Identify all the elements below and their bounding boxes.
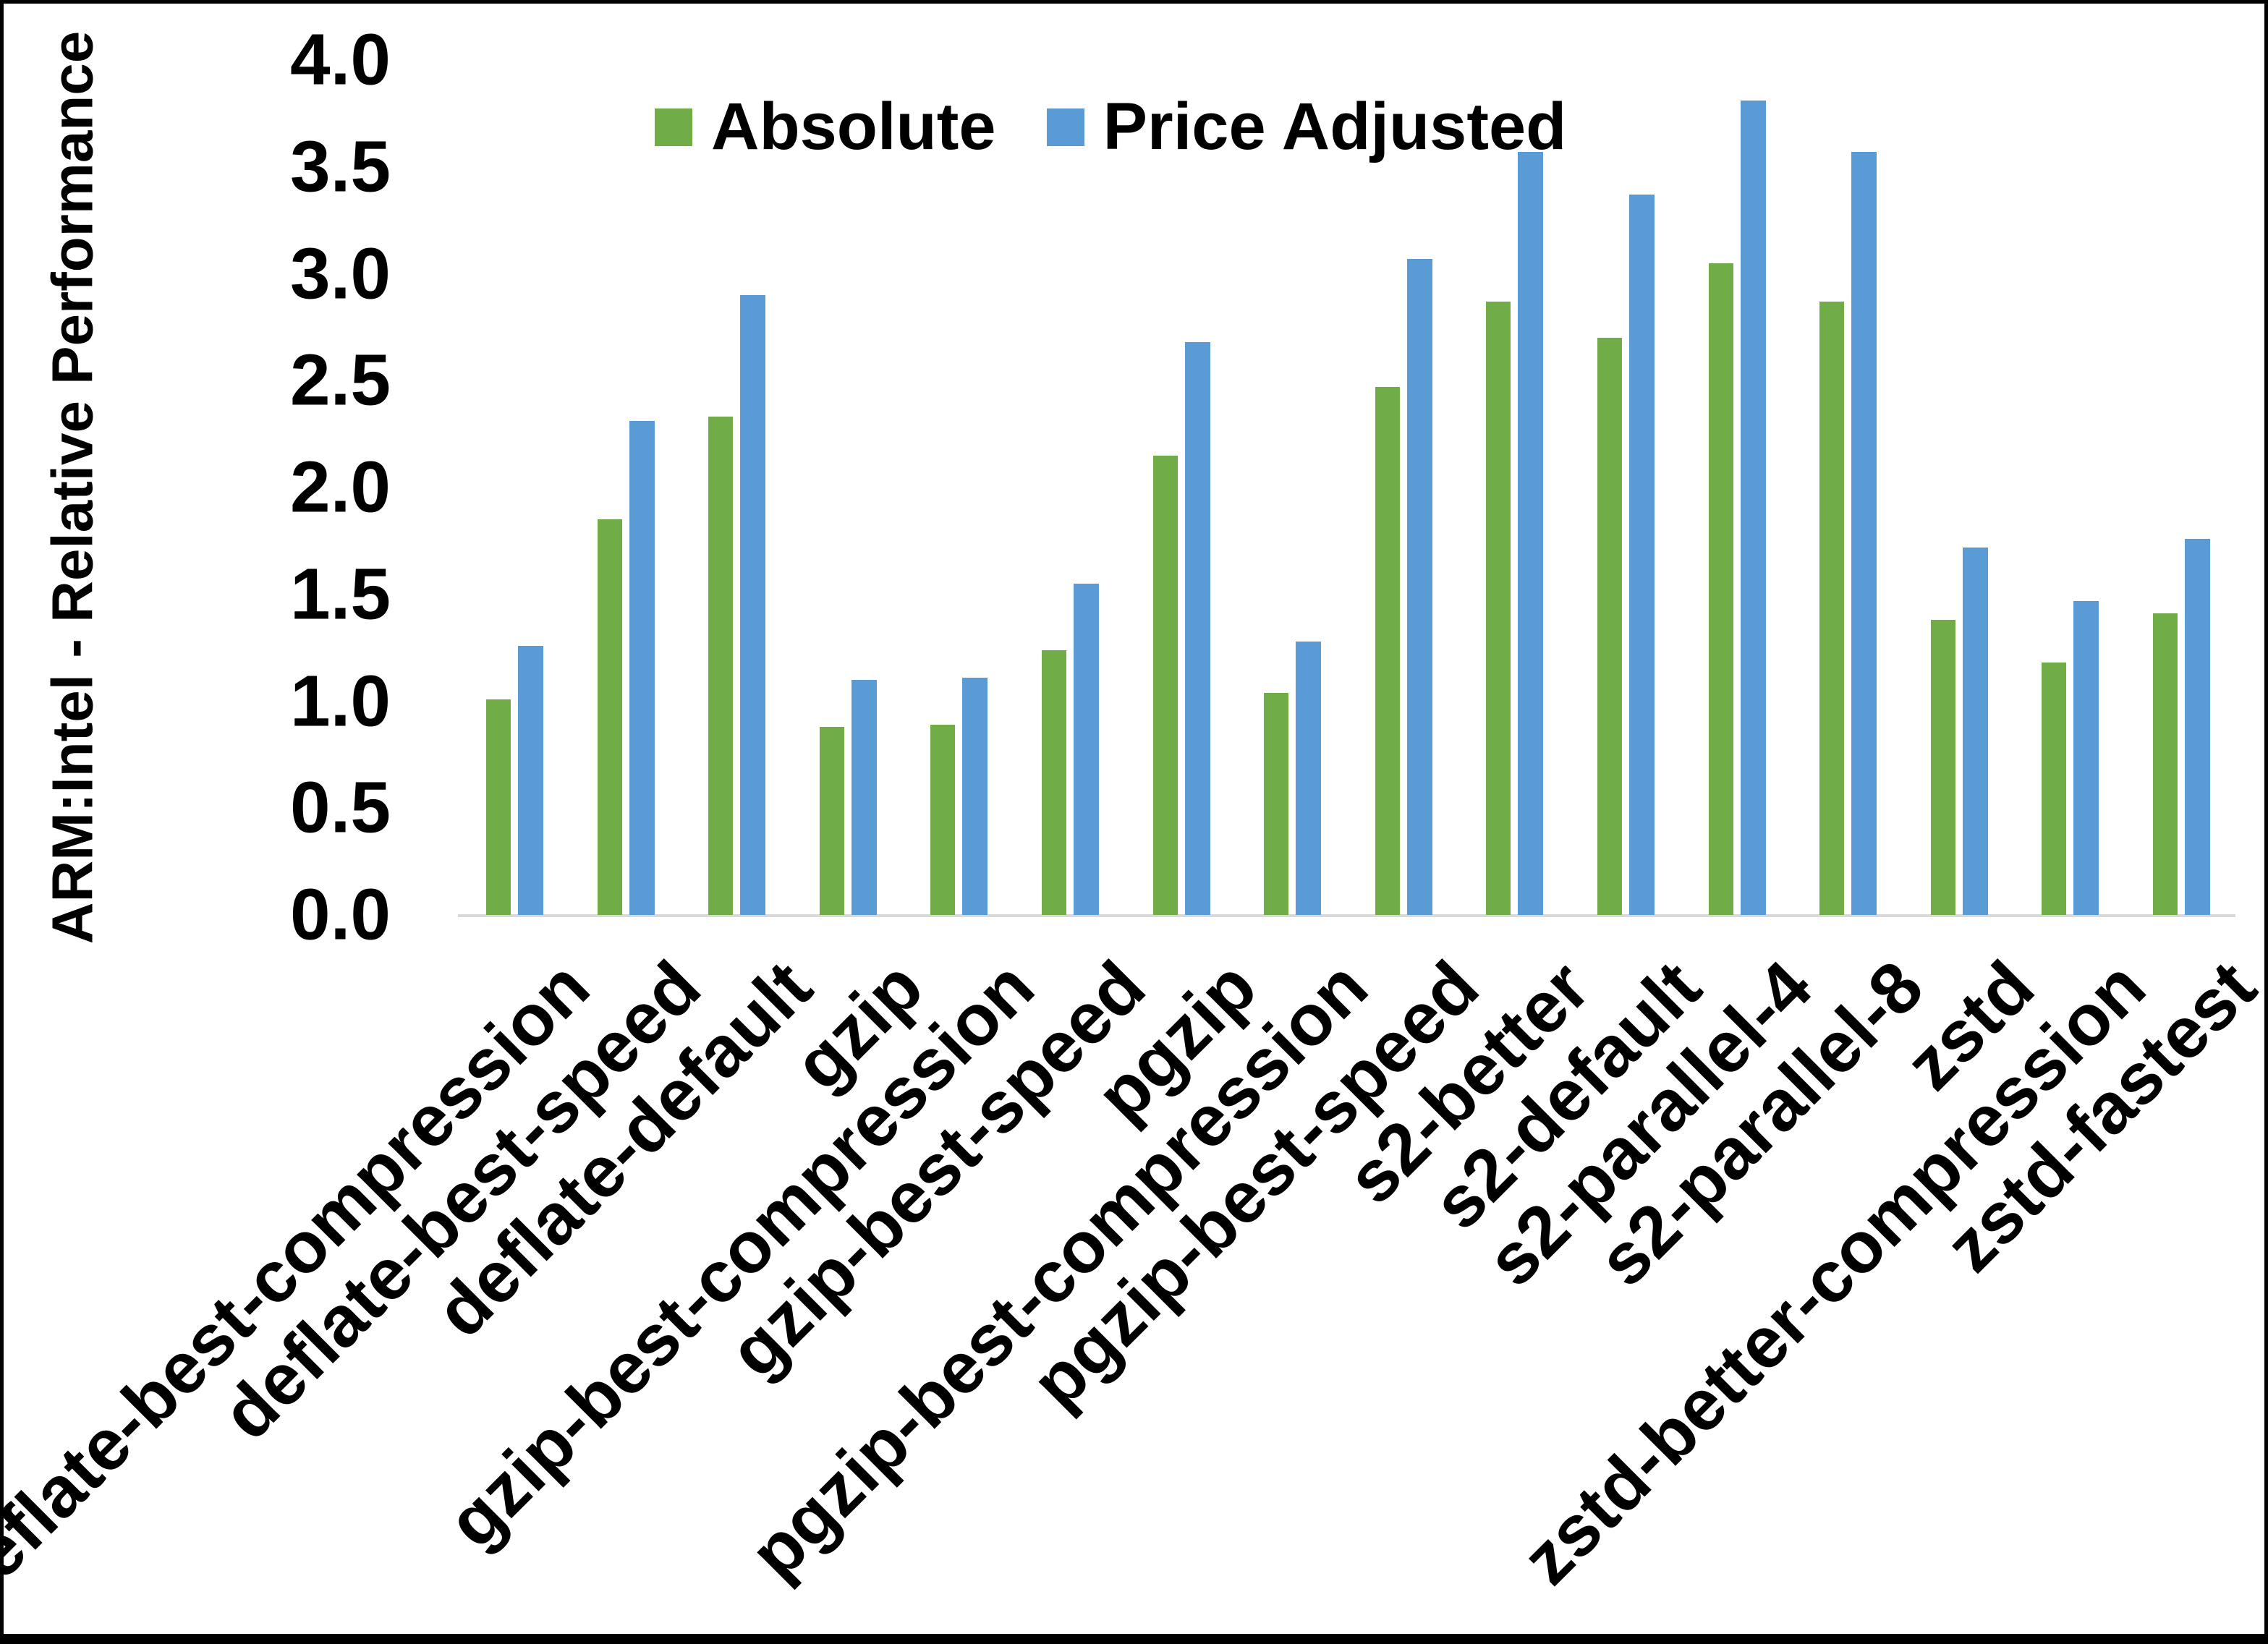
y-axis-title: ARM:Intel - Relative Performance <box>25 31 119 945</box>
y-tick-label-1.5: 1.5 <box>289 553 391 635</box>
bar-pgzip-absolute <box>1152 455 1178 915</box>
legend: Absolute Price Adjusted <box>655 89 1566 165</box>
bar-s2-default-absolute <box>1597 338 1622 915</box>
bar-zstd-fastest-absolute <box>2153 613 2178 915</box>
y-axis-title-text: ARM:Intel - Relative Performance <box>40 30 105 945</box>
bar-gzip-absolute <box>819 726 844 915</box>
bar-deflate-best-compression-absolute <box>486 699 511 915</box>
bar-deflate-best-speed-price-adjusted <box>629 421 655 915</box>
bar-zstd-absolute <box>1930 620 1955 915</box>
bar-gzip-best-speed-price-adjusted <box>1074 583 1099 915</box>
bar-deflate-best-speed-absolute <box>597 519 622 915</box>
bar-deflate-default-price-adjusted <box>740 295 766 915</box>
bar-s2-better-price-adjusted <box>1518 152 1544 915</box>
bar-pgzip-price-adjusted <box>1184 342 1210 915</box>
bar-s2-parallel-4-absolute <box>1708 263 1733 915</box>
y-tick-label-3.5: 3.5 <box>289 126 391 208</box>
legend-item-price-adjusted: Price Adjusted <box>1046 89 1567 165</box>
bar-gzip-price-adjusted <box>851 679 877 915</box>
bar-gzip-best-compression-price-adjusted <box>962 677 988 915</box>
bar-s2-parallel-8-absolute <box>1819 301 1845 915</box>
legend-swatch-price-adjusted <box>1046 108 1084 146</box>
bar-s2-parallel-8-price-adjusted <box>1851 152 1877 915</box>
bar-zstd-fastest-price-adjusted <box>2185 538 2210 915</box>
legend-label-price-adjusted: Price Adjusted <box>1103 90 1567 163</box>
bar-pgzip-best-speed-price-adjusted <box>1406 258 1432 915</box>
bar-pgzip-best-compression-price-adjusted <box>1296 641 1322 915</box>
bar-zstd-better-compression-absolute <box>2042 663 2067 915</box>
bar-zstd-price-adjusted <box>1962 547 1988 915</box>
y-tick-label-2.5: 2.5 <box>289 339 391 421</box>
y-tick-label-0.0: 0.0 <box>289 874 391 955</box>
bar-pgzip-best-compression-absolute <box>1264 692 1289 915</box>
bar-deflate-best-compression-price-adjusted <box>518 645 543 915</box>
legend-label-absolute: Absolute <box>711 90 996 163</box>
bar-gzip-best-compression-absolute <box>930 725 956 915</box>
bar-zstd-better-compression-price-adjusted <box>2073 600 2099 915</box>
x-axis-line <box>458 914 2235 917</box>
y-tick-label-1.0: 1.0 <box>289 660 391 741</box>
bar-pgzip-best-speed-absolute <box>1375 387 1400 915</box>
bar-gzip-best-speed-absolute <box>1042 649 1066 915</box>
bar-s2-parallel-4-price-adjusted <box>1740 101 1766 915</box>
y-tick-label-3.0: 3.0 <box>289 233 391 314</box>
legend-item-absolute: Absolute <box>655 89 996 165</box>
bar-deflate-default-absolute <box>708 417 734 915</box>
y-tick-label-2.0: 2.0 <box>289 446 391 528</box>
bar-s2-better-absolute <box>1486 301 1511 915</box>
bar-s2-default-price-adjusted <box>1629 195 1655 915</box>
y-tick-label-0.5: 0.5 <box>289 767 391 848</box>
legend-swatch-absolute <box>655 108 692 146</box>
y-tick-label-4.0: 4.0 <box>289 19 391 101</box>
